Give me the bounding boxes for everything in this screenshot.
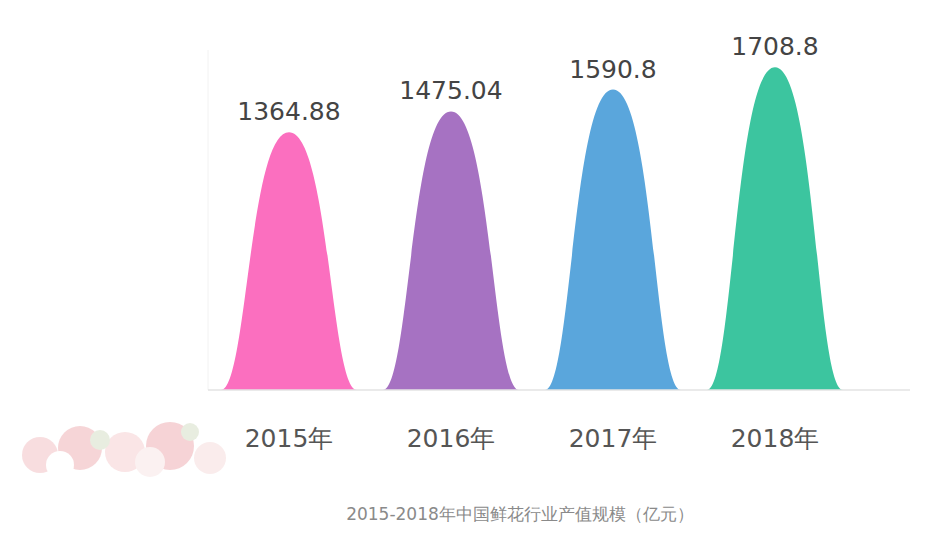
bar	[221, 132, 357, 390]
bar	[707, 67, 843, 390]
x-tick-label: 2015年	[245, 424, 334, 453]
x-tick-label: 2018年	[731, 424, 820, 453]
bars	[221, 67, 843, 390]
flower	[194, 442, 226, 474]
data-label: 1590.8	[569, 55, 656, 84]
bar	[383, 111, 519, 390]
title: 2015-2018年中国鲜花行业产值规模（亿元）	[346, 504, 694, 524]
flower	[90, 430, 110, 450]
decoration	[22, 422, 226, 479]
flower	[135, 447, 165, 477]
flower	[181, 423, 199, 441]
data-label: 1364.88	[237, 97, 340, 126]
bar	[545, 90, 681, 390]
data-label: 1475.04	[399, 76, 502, 105]
data-label: 1708.8	[731, 32, 818, 61]
y-axis-line	[208, 50, 209, 390]
x-axis-line	[208, 389, 910, 391]
x-tick-label: 2016年	[407, 424, 496, 453]
chart: 1364.88 1475.04 1590.8 1708.8 2015年 2016年 2017…	[0, 0, 929, 549]
x-tick-label: 2017年	[569, 424, 658, 453]
flower	[46, 451, 74, 479]
